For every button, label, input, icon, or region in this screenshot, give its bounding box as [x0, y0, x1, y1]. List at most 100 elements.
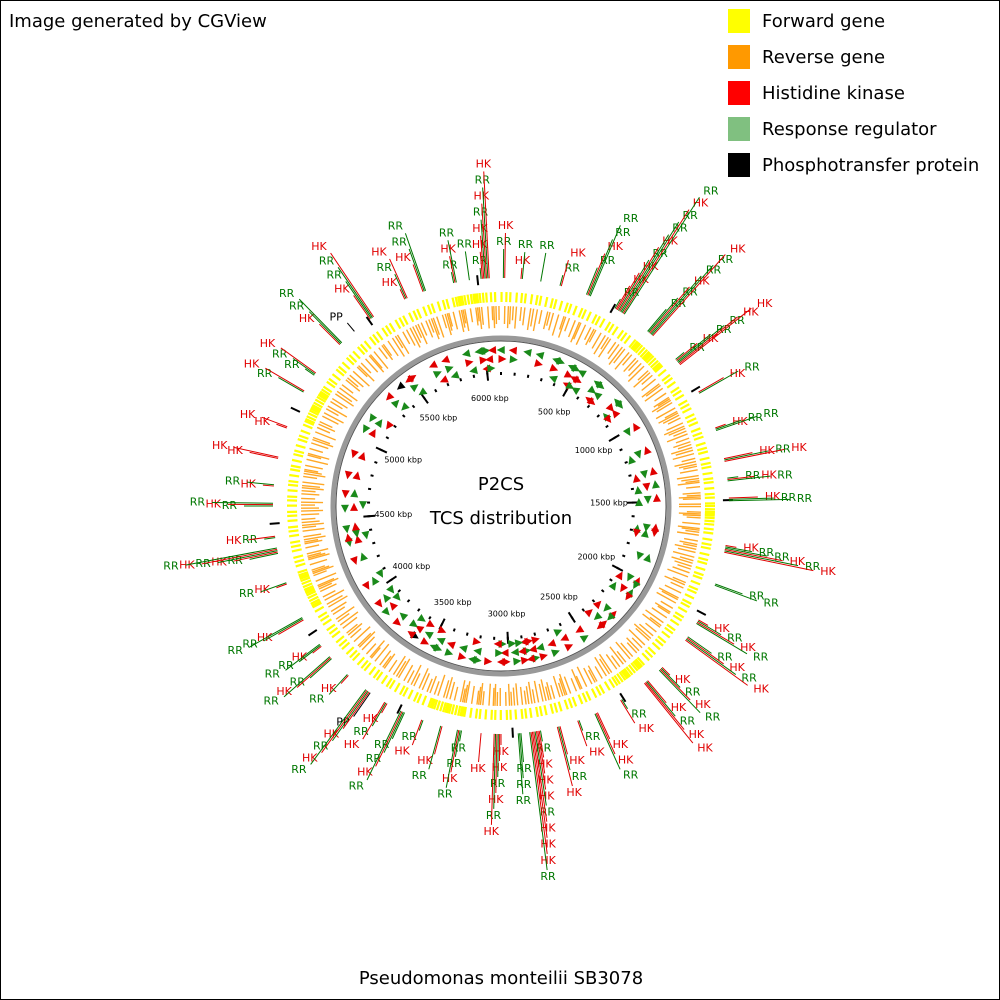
feature-line: [659, 668, 691, 701]
reverse-gene-band: [681, 457, 696, 463]
forward-gene-band: [322, 618, 332, 626]
reverse-gene-band: [663, 425, 685, 436]
feature-marker: [429, 644, 439, 652]
feature-label: RR: [225, 475, 241, 488]
reverse-gene-band: [469, 308, 474, 323]
legend-swatch: [728, 81, 750, 105]
reverse-gene-band: [449, 681, 456, 700]
feature-line: [535, 731, 547, 790]
reverse-gene-band: [307, 452, 330, 460]
feature-label: HK: [618, 753, 634, 766]
feature-line: [646, 681, 676, 717]
forward-gene-band: [372, 669, 381, 679]
reverse-gene-band: [307, 552, 326, 559]
reverse-gene-band: [352, 370, 370, 387]
feature-line: [201, 548, 278, 565]
feature-marker: [575, 625, 585, 633]
reverse-gene-band: [641, 374, 653, 385]
forward-gene-band: [380, 674, 389, 685]
feature-marker: [468, 656, 477, 664]
minor-tick: [406, 599, 411, 603]
forward-gene-band: [681, 407, 692, 414]
feature-label: HK: [382, 276, 398, 289]
reverse-gene-band: [570, 677, 578, 692]
forward-gene-band: [666, 623, 676, 632]
legend-swatch: [728, 153, 750, 177]
feature-line: [217, 550, 278, 564]
feature-line: [698, 619, 709, 626]
forward-gene-band: [435, 700, 441, 711]
feature-marker: [386, 420, 395, 430]
reverse-gene-band: [409, 327, 421, 348]
forward-gene-band: [684, 593, 695, 600]
feature-marker: [472, 637, 482, 646]
reverse-gene-band: [303, 475, 318, 480]
forward-gene-band: [690, 579, 701, 586]
reverse-gene-band: [626, 642, 638, 654]
feature-label: RR: [516, 794, 532, 807]
reverse-gene-band: [315, 572, 337, 582]
reverse-gene-band: [383, 653, 396, 669]
forward-gene-band: [363, 662, 372, 672]
legend-swatch: [728, 117, 750, 141]
feature-label: HK: [638, 722, 654, 735]
feature-line: [408, 248, 425, 292]
feature-line: [391, 712, 406, 740]
reverse-gene-band: [458, 310, 465, 333]
feature-line: [481, 203, 488, 279]
tick-label: 5500 kbp: [420, 413, 458, 422]
forward-gene-band: [300, 429, 311, 436]
feature-line: [595, 712, 616, 755]
feature-marker: [625, 591, 634, 601]
feature-line: [479, 251, 483, 279]
feature-line: [728, 496, 758, 499]
reverse-gene-band: [460, 309, 466, 328]
feature-line: [185, 547, 277, 566]
feature-label: RR: [703, 184, 719, 197]
feature-line: [725, 544, 737, 548]
reverse-gene-band: [425, 320, 434, 338]
forward-gene-band: [634, 344, 644, 354]
reverse-gene-band: [635, 627, 650, 641]
feature-label: HK: [757, 297, 773, 310]
reverse-gene-band: [346, 623, 358, 634]
feature-line: [298, 298, 343, 344]
forward-gene-band: [381, 327, 389, 337]
feature-marker: [350, 489, 359, 498]
reverse-gene-band: [301, 522, 324, 527]
reverse-gene-band: [341, 384, 354, 394]
reverse-gene-band: [313, 570, 327, 577]
forward-gene-band: [703, 480, 714, 485]
feature-label: RR: [496, 235, 512, 248]
feature-line: [261, 416, 288, 428]
feature-line: [480, 219, 486, 279]
feature-marker: [497, 658, 505, 666]
forward-gene-band: [528, 707, 533, 718]
reverse-gene-band: [327, 405, 348, 418]
feature-line: [248, 617, 303, 648]
outer-tick-mark: [690, 385, 701, 393]
reverse-gene-band: [678, 463, 697, 469]
reverse-gene-band: [644, 387, 664, 402]
reverse-gene-band: [374, 643, 390, 662]
forward-gene-band: [421, 695, 428, 706]
tick-label: 3500 kbp: [434, 598, 472, 607]
feature-marker: [509, 355, 518, 364]
reverse-gene-band: [302, 525, 317, 529]
forward-gene-band: [697, 560, 708, 565]
feature-label: RR: [349, 779, 365, 792]
forward-gene-band: [314, 398, 325, 406]
feature-line: [447, 240, 457, 283]
forward-gene-band: [466, 294, 471, 305]
reverse-gene-band: [303, 472, 326, 478]
feature-marker: [359, 501, 368, 510]
reverse-gene-band: [361, 636, 376, 651]
feature-marker: [429, 360, 438, 368]
feature-label: HK: [498, 219, 514, 232]
reverse-gene-band: [494, 683, 497, 706]
forward-gene-band: [398, 685, 406, 696]
feature-label: RR: [291, 763, 307, 776]
feature-line: [588, 239, 613, 296]
forward-gene-band: [699, 551, 710, 557]
forward-gene-band: [585, 690, 592, 701]
